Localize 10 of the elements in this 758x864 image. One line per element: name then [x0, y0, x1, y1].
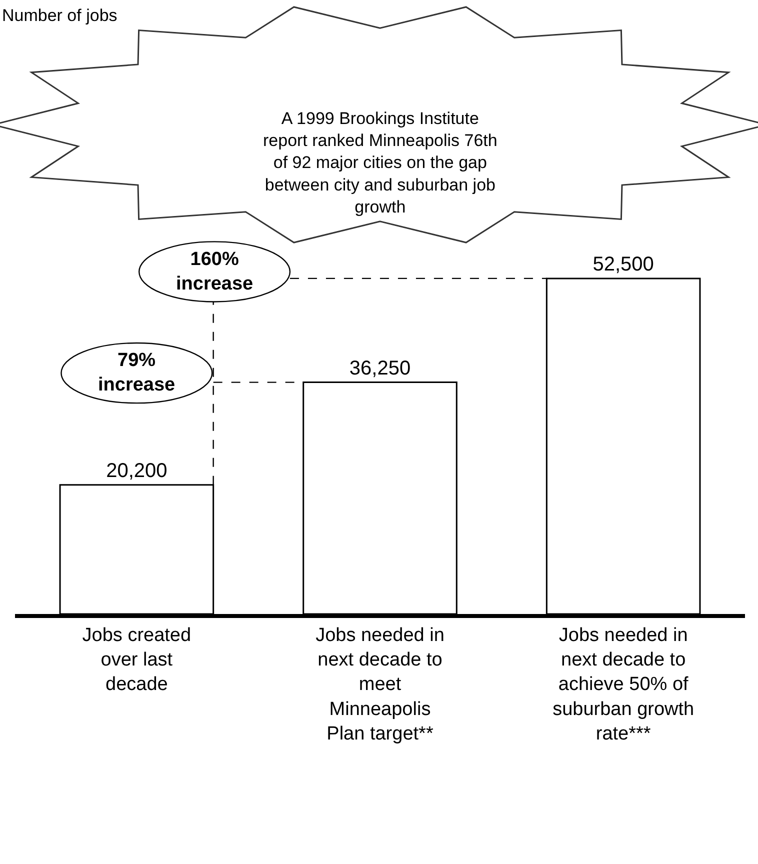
- annotation: 79% increase: [98, 350, 176, 396]
- x-tick-label: Jobs needed in next decade to meet Minneapolis Plan target**: [316, 624, 444, 745]
- data-label: 20,200: [106, 460, 168, 482]
- text: Number of jobs: [2, 6, 118, 25]
- data-label: 36,250: [349, 357, 411, 380]
- data-label: 52,500: [592, 253, 654, 276]
- annotation: 160% increase: [176, 249, 254, 295]
- x-tick-label: Jobs needed in next decade to achieve 50% of suburban growth rate***: [552, 624, 694, 745]
- x-tick-label: Jobs created over last decade: [82, 624, 192, 696]
- text: A 1999 Brookings Institute report ranked Minneapolis 76th of 92 major cities on the gap between city and suburban job growth: [263, 109, 498, 216]
